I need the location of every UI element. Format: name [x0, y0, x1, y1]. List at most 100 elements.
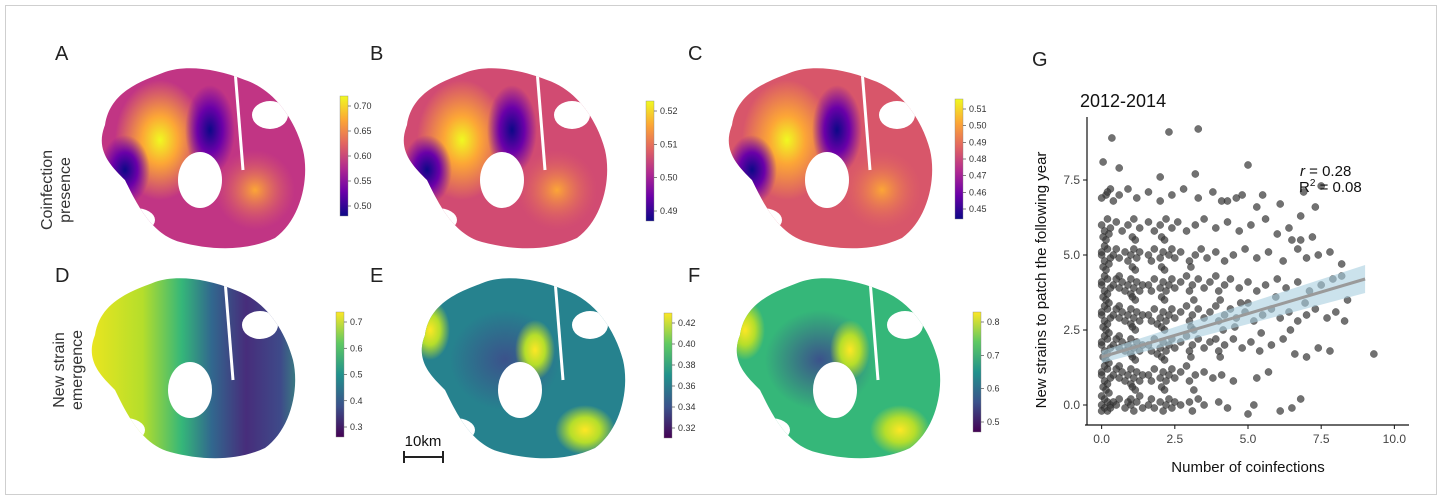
y-tick-label: 2.5: [1063, 323, 1080, 337]
colorbar-tick-f: 0.5: [987, 417, 1000, 427]
scatter-point: [1168, 191, 1176, 199]
scatter-point: [1147, 377, 1156, 385]
map-surface-c: [728, 68, 933, 249]
colorbar-tick-b: 0.50: [660, 173, 678, 183]
scatter-point: [1182, 272, 1191, 280]
colorbar-tick-a: 0.70: [354, 101, 372, 111]
scatter-point: [1331, 308, 1340, 316]
scatter-point: [1156, 173, 1165, 181]
scatter-point: [1252, 254, 1261, 262]
map-panels: A 0.70 0.65 0.60 0.55 0.50 B 0.52 0.51 0.50 0.49 C 0…: [55, 43, 1000, 459]
row-label-coinfection-line2: presence: [57, 157, 74, 223]
scatter-point: [1131, 296, 1140, 304]
map-panel-b: B 0.52 0.51 0.50 0.49: [370, 43, 678, 249]
scatter-point: [1235, 227, 1244, 235]
scatter-point: [1211, 335, 1220, 343]
scatter-point: [1129, 407, 1138, 415]
scatter-point: [1255, 347, 1264, 355]
scatter-point: [1188, 311, 1197, 319]
scatter-point: [1191, 170, 1200, 178]
panel-letter-g: G: [1032, 49, 1048, 71]
scatter-point: [1194, 194, 1203, 202]
colorbar-tick-a: 0.60: [354, 151, 372, 161]
scatter-point: [1217, 371, 1226, 379]
scatter-point: [1238, 191, 1246, 199]
scatter-point: [1214, 287, 1223, 295]
colorbar-tick-b: 0.49: [660, 206, 678, 216]
y-tick-label: 5.0: [1063, 248, 1080, 262]
scatter-point: [1247, 221, 1255, 229]
colorbar-b: [645, 100, 655, 222]
map-surface-b: [403, 68, 608, 249]
scatter-point: [1257, 329, 1266, 337]
scatter-point: [1115, 191, 1124, 199]
scatter-point: [1288, 236, 1296, 244]
scatter-point: [1170, 254, 1179, 262]
scatter-point: [1156, 197, 1165, 205]
scatter-point: [1189, 296, 1198, 304]
colorbar-tick-f: 0.6: [987, 384, 1000, 394]
colorbar-tick-d: 0.5: [350, 370, 363, 380]
scatter-point: [1288, 404, 1296, 412]
scatter-point: [1296, 212, 1305, 220]
scatter-point: [1293, 317, 1302, 325]
map-panel-d: D 0.7 0.6 0.5 0.4 0.3: [55, 265, 363, 459]
scatter-point: [1131, 236, 1140, 244]
scatter-point: [1211, 302, 1220, 310]
scatter-point: [1147, 287, 1156, 295]
scatter-point: [1241, 245, 1249, 253]
scatter-point: [1200, 344, 1208, 352]
scatter-point: [1194, 275, 1203, 283]
scatter-point: [1105, 260, 1113, 268]
scatter-point: [1276, 200, 1285, 208]
map-panel-a: A 0.70 0.65 0.60 0.55 0.50: [55, 43, 372, 249]
panel-letter-c: C: [688, 43, 702, 65]
scatter-point: [1115, 332, 1124, 340]
scatter-point: [1191, 251, 1200, 259]
scatter-point: [1182, 362, 1191, 370]
row-label-emergence-line1: New strain: [51, 332, 68, 408]
panel-letter-b: B: [370, 43, 383, 65]
colorbar-tick-c: 0.51: [969, 104, 987, 114]
colorbar-tick-c: 0.49: [969, 137, 987, 147]
scatter-point: [1168, 365, 1176, 373]
scatter-point: [1197, 245, 1206, 253]
scatter-point: [1286, 326, 1295, 334]
scatter-point: [1105, 230, 1113, 238]
scatter-point: [1285, 224, 1293, 232]
scatter-point: [1323, 314, 1331, 322]
scatter-point: [1223, 197, 1232, 205]
colorbar-tick-c: 0.48: [969, 154, 987, 164]
scatter-point: [1264, 248, 1273, 256]
scatter-point: [1220, 341, 1229, 349]
scatter-point: [1229, 377, 1238, 385]
panel-letter-f: F: [688, 265, 700, 287]
scatter-point: [1370, 350, 1378, 358]
scatter-point: [1129, 215, 1138, 223]
colorbar-tick-c: 0.46: [969, 187, 987, 197]
scatter-point: [1168, 275, 1176, 283]
colorbar-f: [972, 311, 982, 433]
scatter-point: [1189, 386, 1198, 394]
scatter-point: [1252, 203, 1261, 211]
scatter-point: [1160, 236, 1169, 244]
scatter-point: [1223, 218, 1232, 226]
scatter-point: [1176, 401, 1185, 409]
scatter-point: [1150, 305, 1159, 313]
scatter-point: [1279, 335, 1287, 343]
scatter-point: [1112, 245, 1121, 253]
scale-bar-label: 10km: [405, 433, 442, 450]
scatter-panel: G 2012-2014 0.0 2.5 5.0 7.5 0.0 2.5 5.0 7.5 10.0 Nu…: [1032, 49, 1409, 476]
scatter-point: [1131, 386, 1140, 394]
scatter-point: [1194, 305, 1203, 313]
scatter-point: [1103, 188, 1112, 196]
scatter-point: [1293, 245, 1302, 253]
scatter-point: [1135, 248, 1144, 256]
scatter-point: [1185, 377, 1194, 385]
colorbar-tick-e: 0.32: [678, 423, 696, 433]
scatter-point: [1160, 296, 1169, 304]
scatter-point: [1170, 314, 1179, 322]
scatter-point: [1200, 284, 1208, 292]
scatter-point: [1216, 353, 1225, 361]
